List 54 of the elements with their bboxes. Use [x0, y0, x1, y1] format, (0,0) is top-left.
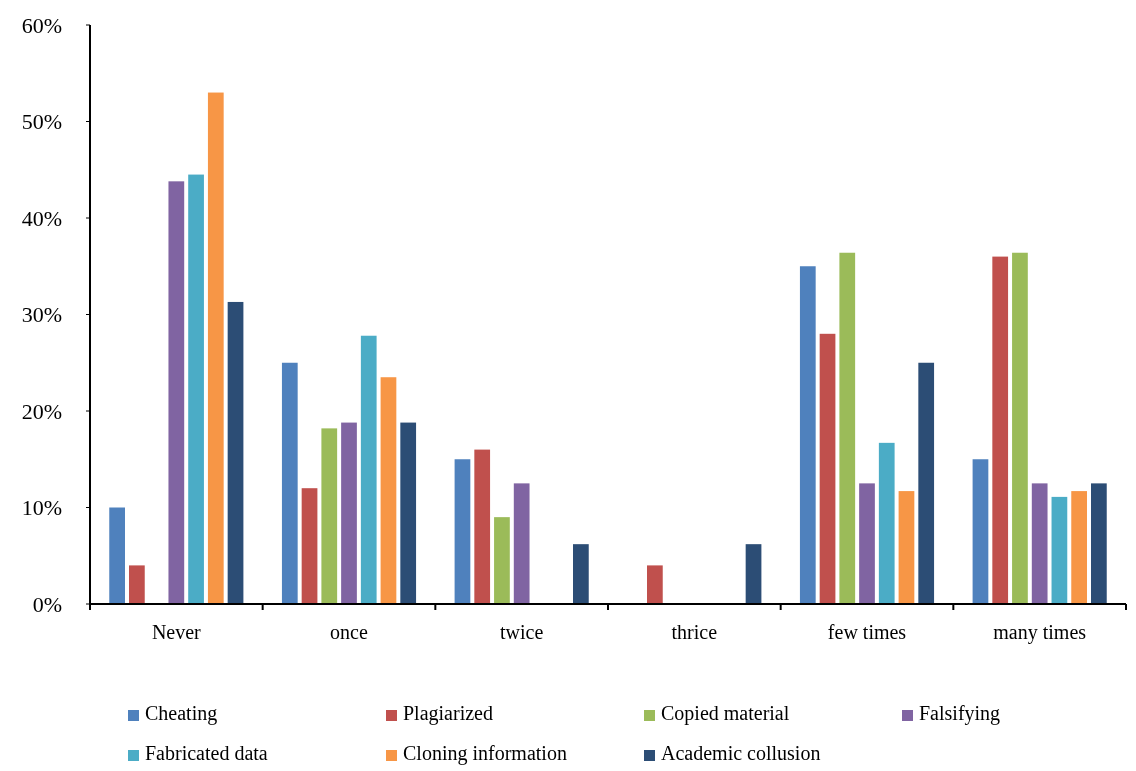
- y-tick-label: 30%: [21, 302, 62, 328]
- bar: [454, 459, 471, 604]
- x-tick-label: thrice: [671, 621, 718, 643]
- y-tick-label: 60%: [21, 12, 62, 38]
- legend-label: Copied material: [661, 702, 790, 725]
- legend-label: Fabricated data: [145, 742, 268, 764]
- bar: [360, 335, 377, 604]
- legend-label: Plagiarized: [403, 702, 493, 725]
- bar: [474, 449, 491, 604]
- y-tick-label: 50%: [21, 109, 62, 135]
- bar: [745, 544, 762, 604]
- y-tick-label: 40%: [21, 205, 62, 231]
- bar: [1051, 496, 1068, 604]
- y-tick-label: 10%: [21, 495, 62, 521]
- bar: [109, 507, 125, 604]
- bar: [494, 517, 510, 604]
- bar: [188, 174, 204, 604]
- bar: [513, 483, 530, 604]
- bar: [647, 565, 663, 604]
- bar: [1031, 483, 1048, 604]
- x-tick-label: many times: [993, 621, 1087, 644]
- bar: [992, 256, 1009, 604]
- bar: [207, 92, 224, 604]
- y-tick-label: 0%: [32, 591, 62, 617]
- legend-label: Academic collusion: [661, 742, 821, 764]
- bar: [573, 544, 589, 604]
- bar: [972, 459, 989, 604]
- bar: [380, 377, 397, 604]
- bar: [898, 491, 915, 604]
- bar: [918, 362, 935, 604]
- bar: [799, 266, 816, 604]
- bar: [819, 333, 836, 604]
- bar: [1012, 252, 1028, 604]
- bar: [839, 252, 856, 604]
- x-tick-label: once: [330, 621, 368, 643]
- bar: [878, 442, 895, 604]
- bar: [129, 565, 145, 604]
- bar: [400, 422, 417, 604]
- x-tick-label: twice: [500, 621, 544, 643]
- legend-label: Falsifying: [919, 702, 1001, 725]
- legend-label: Cheating: [145, 702, 218, 725]
- bar: [1071, 491, 1087, 604]
- bar: [859, 483, 875, 604]
- bar: [227, 301, 244, 604]
- x-tick-label: Never: [151, 621, 202, 643]
- bar: [341, 422, 357, 604]
- x-tick-label: few times: [827, 621, 907, 643]
- bar: [321, 428, 338, 604]
- legend-label: Cloning information: [403, 742, 567, 765]
- bar: [301, 488, 318, 604]
- bar: [168, 181, 185, 604]
- bar: [281, 362, 298, 604]
- bar: [1091, 483, 1107, 604]
- y-tick-label: 20%: [21, 398, 62, 424]
